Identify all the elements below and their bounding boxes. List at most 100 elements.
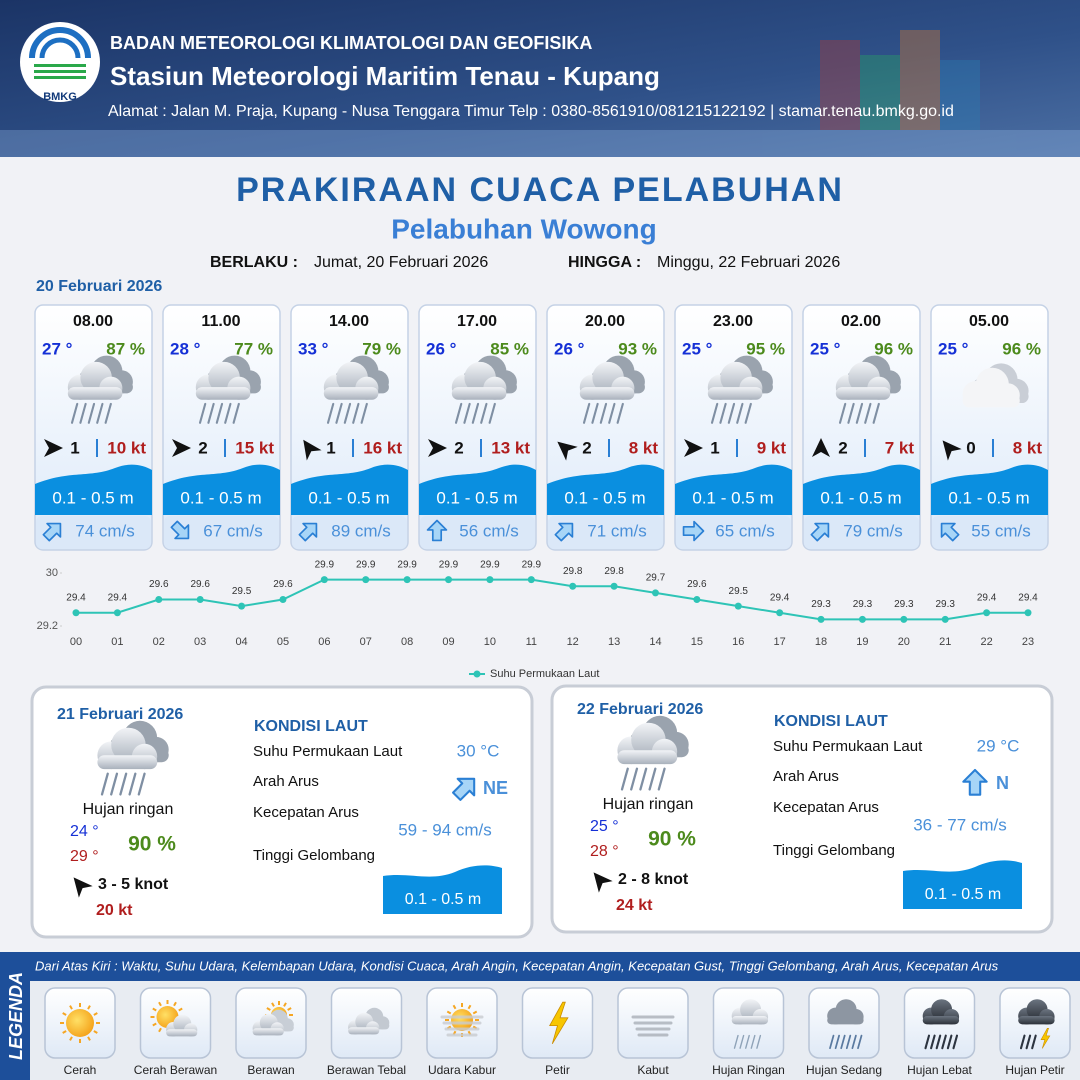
current-speed: 79 cm/s bbox=[843, 521, 903, 540]
wave bbox=[419, 464, 536, 515]
legend-item: Berawan Tebal bbox=[327, 1063, 406, 1077]
cloud-part bbox=[97, 755, 158, 770]
rain-drop bbox=[480, 402, 488, 424]
cloud-part bbox=[922, 1016, 960, 1025]
icon bbox=[557, 441, 578, 461]
validity-value: Jumat, 20 Februari 2026 bbox=[314, 254, 488, 271]
cloud-part bbox=[348, 1027, 380, 1035]
wave-height: 0.1 - 0.5 m bbox=[564, 488, 645, 507]
cloud-part bbox=[252, 1028, 284, 1036]
sea-label: Tinggi Gelombang bbox=[773, 842, 895, 859]
value-label: 29.4 bbox=[770, 592, 790, 603]
sst-point bbox=[320, 576, 328, 584]
current-speed: 59 - 94 cm/s bbox=[398, 820, 492, 839]
time: 20.00 bbox=[585, 313, 625, 330]
air-temp: 25 ° bbox=[810, 339, 841, 358]
value-label: 29.6 bbox=[149, 579, 169, 590]
cloud-part bbox=[451, 387, 507, 400]
sst-point bbox=[858, 615, 866, 623]
icon bbox=[617, 715, 689, 791]
wave-height: 0.1 - 0.5 m bbox=[820, 488, 901, 507]
rain-drop bbox=[710, 402, 719, 424]
wave bbox=[291, 464, 408, 515]
title: PRAKIRAAN CUACA PELABUHAN bbox=[236, 171, 844, 209]
logo-stripe bbox=[34, 64, 86, 67]
weather: Hujan ringan bbox=[83, 801, 174, 818]
y-tick-label: 30 bbox=[46, 567, 58, 579]
sea-label: Suhu Permukaan Laut bbox=[253, 743, 403, 760]
icon bbox=[323, 355, 389, 424]
wind-speed: 2 bbox=[198, 438, 207, 457]
air-temp: 26 ° bbox=[554, 339, 585, 358]
wind-arrow bbox=[557, 441, 578, 461]
sun-ray bbox=[266, 1007, 271, 1011]
value-label: 29.9 bbox=[397, 559, 417, 570]
sun-ray bbox=[158, 1027, 162, 1033]
sea-label: Kecepatan Arus bbox=[773, 799, 879, 816]
wave bbox=[903, 860, 1022, 909]
wave-height: 0.1 - 0.5 m bbox=[925, 886, 1001, 903]
legend-item: Hujan Sedang bbox=[806, 1063, 882, 1077]
gust: 16 kt bbox=[363, 438, 402, 457]
rain-drop bbox=[232, 402, 240, 424]
weather: Hujan ringan bbox=[603, 796, 694, 813]
rain-drop bbox=[845, 1034, 852, 1050]
wave bbox=[383, 865, 502, 914]
rain-drop bbox=[719, 402, 727, 424]
sst-point bbox=[486, 576, 494, 584]
rain-drop bbox=[454, 402, 463, 424]
current-row bbox=[932, 516, 1047, 549]
icon bbox=[593, 872, 613, 893]
validity-value: Minggu, 22 Februari 2026 bbox=[657, 254, 840, 271]
wave-height: 0.1 - 0.5 m bbox=[308, 488, 389, 507]
cloud-part bbox=[67, 387, 123, 400]
sst-point bbox=[72, 609, 80, 617]
icon bbox=[44, 439, 63, 457]
x-tick-label: 06 bbox=[318, 636, 330, 648]
rain-drop bbox=[630, 767, 639, 791]
gust: 10 kt bbox=[107, 438, 146, 457]
time: 17.00 bbox=[457, 313, 497, 330]
rain-drop bbox=[599, 402, 608, 424]
sst-point bbox=[817, 615, 825, 623]
time: 02.00 bbox=[841, 313, 881, 330]
subtitle: Pelabuhan Wowong bbox=[391, 213, 656, 244]
wind: 3 - 5 knot bbox=[98, 876, 169, 893]
humidity: 90 % bbox=[128, 833, 176, 856]
icon bbox=[452, 777, 476, 801]
legend-item: Udara Kabur bbox=[428, 1063, 496, 1077]
legend-item: Hujan Lebat bbox=[907, 1063, 972, 1077]
sst-point bbox=[734, 602, 742, 610]
cloud-part bbox=[827, 1016, 864, 1025]
legend-item: Hujan Ringan bbox=[712, 1063, 785, 1077]
x-tick-label: 22 bbox=[980, 636, 992, 648]
current-arrow bbox=[452, 777, 476, 801]
icon bbox=[962, 768, 988, 796]
rain-drop bbox=[1031, 1034, 1037, 1050]
x-tick-label: 18 bbox=[815, 636, 827, 648]
current-arrow bbox=[170, 520, 190, 540]
humidity: 77 % bbox=[234, 339, 273, 358]
sst-point bbox=[693, 596, 701, 603]
rain-drop bbox=[834, 1034, 840, 1050]
sea-label: Tinggi Gelombang bbox=[253, 847, 375, 864]
wind-speed: 0 bbox=[966, 438, 975, 457]
sun-ray bbox=[472, 1010, 478, 1015]
current-arrow bbox=[554, 522, 574, 542]
x-tick-label: 03 bbox=[194, 636, 206, 648]
rain-drop bbox=[198, 402, 207, 424]
sea-temp: 29 °C bbox=[977, 736, 1020, 755]
value-label: 29.4 bbox=[1018, 592, 1038, 603]
sea-temp: 30 °C bbox=[457, 741, 500, 760]
current-speed: 56 cm/s bbox=[459, 521, 519, 540]
icon bbox=[170, 520, 190, 540]
icon bbox=[684, 439, 703, 457]
current-arrow bbox=[298, 522, 318, 542]
icon bbox=[73, 877, 93, 898]
humidity: 93 % bbox=[618, 339, 657, 358]
sun-ray bbox=[69, 1005, 73, 1010]
cloud-part bbox=[962, 394, 1020, 408]
rain-drop bbox=[639, 767, 648, 791]
gust: 13 kt bbox=[491, 438, 530, 457]
container bbox=[900, 30, 940, 130]
